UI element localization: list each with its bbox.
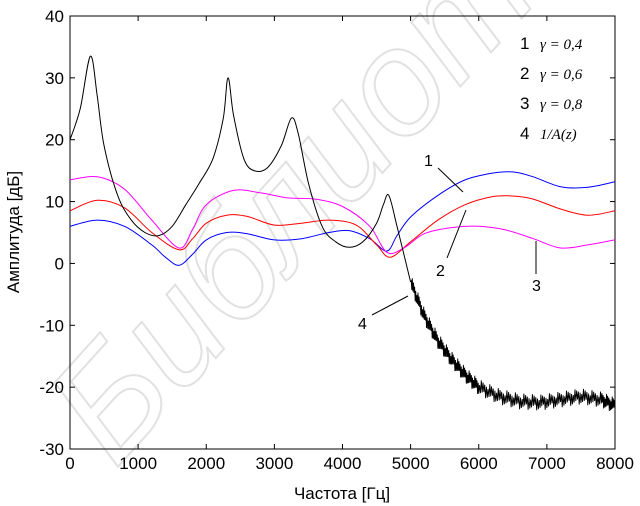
x-tick-label: 5000 [392, 454, 430, 473]
callout-label-4: 4 [358, 316, 367, 333]
legend-text-2: γ = 0,6 [540, 67, 583, 83]
callout-line-2 [446, 209, 467, 259]
series-line-4-tail [410, 278, 616, 412]
series-layer [69, 55, 616, 412]
x-tick-label: 1000 [119, 454, 157, 473]
x-tick-label: 3000 [255, 454, 293, 473]
series-line-2 [69, 195, 616, 258]
watermark: Библиот [13, 0, 567, 492]
x-tick-label: 0 [65, 454, 74, 473]
legend-number-1: 1 [520, 34, 529, 53]
y-axis-label: Амплитуда [дБ] [4, 171, 23, 293]
y-tick-label: 10 [45, 193, 64, 212]
legend-number-4: 4 [520, 124, 529, 143]
callout-line-4 [371, 295, 409, 316]
x-tick-label: 6000 [460, 454, 498, 473]
x-tick-label: 8000 [596, 454, 634, 473]
y-tick-label: -20 [39, 378, 64, 397]
legend-text-1: γ = 0,4 [540, 37, 583, 53]
series-line-1 [69, 171, 616, 266]
legend: 1 γ = 0,4 2 γ = 0,6 3 γ = 0,8 4 1/A(z) [520, 34, 583, 143]
x-axis-label: Частота [Гц] [294, 484, 390, 503]
x-tick-label: 7000 [528, 454, 566, 473]
legend-number-2: 2 [520, 64, 529, 83]
y-tick-label: 30 [45, 69, 64, 88]
legend-number-3: 3 [520, 94, 529, 113]
callout-label-3: 3 [532, 278, 541, 295]
callout-label-2: 2 [436, 263, 445, 280]
y-tick-label: 20 [45, 131, 64, 150]
y-tick-label: -10 [39, 316, 64, 335]
y-tick-label: 40 [45, 7, 64, 26]
callout-label-1: 1 [424, 153, 433, 170]
y-tick-label: -30 [39, 440, 64, 459]
x-tick-label: 4000 [324, 454, 362, 473]
y-tick-label: 0 [55, 254, 64, 273]
watermark-text: Библиот [14, 0, 566, 491]
series-line-3 [69, 175, 616, 255]
legend-text-4: 1/A(z) [540, 127, 577, 143]
legend-text-3: γ = 0,8 [540, 97, 583, 113]
callout-line-1 [437, 167, 464, 193]
y-axis: -30 -20 -10 0 10 20 30 40 [39, 7, 615, 459]
x-tick-label: 2000 [187, 454, 225, 473]
series-line-4 [69, 55, 412, 283]
callouts: 1 2 3 4 [358, 153, 541, 333]
x-axis: 0 1000 2000 3000 4000 5000 6000 7000 8000 [65, 16, 634, 473]
